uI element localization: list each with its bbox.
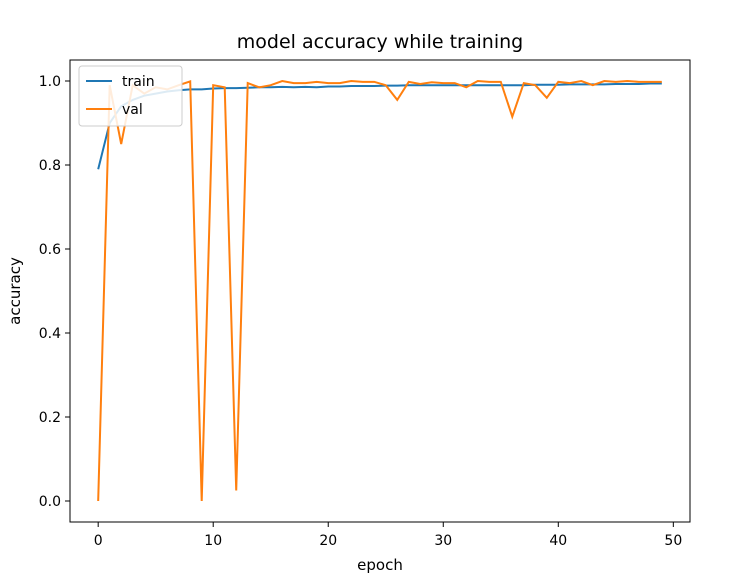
series-line-train: [97, 82, 662, 170]
y-tick-label: 1.0: [39, 74, 61, 90]
series-layer: [97, 79, 662, 502]
x-axis-label: epoch: [357, 556, 403, 574]
plot-area: [69, 59, 691, 523]
x-tick-label: 30: [434, 533, 452, 549]
y-tick-label: 0.8: [39, 158, 61, 174]
legend: train val: [78, 65, 183, 127]
y-tick-label: 0.6: [39, 242, 61, 258]
x-tick-label: 0: [94, 533, 103, 549]
legend-label-val: val: [122, 102, 143, 118]
x-tick-label: 40: [549, 533, 567, 549]
y-tick-label: 0.0: [39, 494, 61, 510]
y-tick-label: 0.4: [39, 326, 61, 342]
y-axis: 0.0 0.2 0.4 0.6 0.8 1.0: [39, 74, 70, 510]
plot-background: [70, 60, 690, 522]
legend-label-train: train: [122, 74, 155, 90]
x-tick-label: 50: [664, 533, 682, 549]
series-line-val: [97, 79, 662, 502]
x-axis: 0 10 20 30 40 50: [94, 522, 682, 549]
y-tick-label: 0.2: [39, 410, 61, 426]
x-tick-label: 20: [319, 533, 337, 549]
x-tick-label: 10: [204, 533, 222, 549]
plot-frame: [69, 59, 691, 523]
chart-title: model accuracy while training: [237, 31, 523, 53]
y-axis-label: accuracy: [6, 257, 24, 325]
